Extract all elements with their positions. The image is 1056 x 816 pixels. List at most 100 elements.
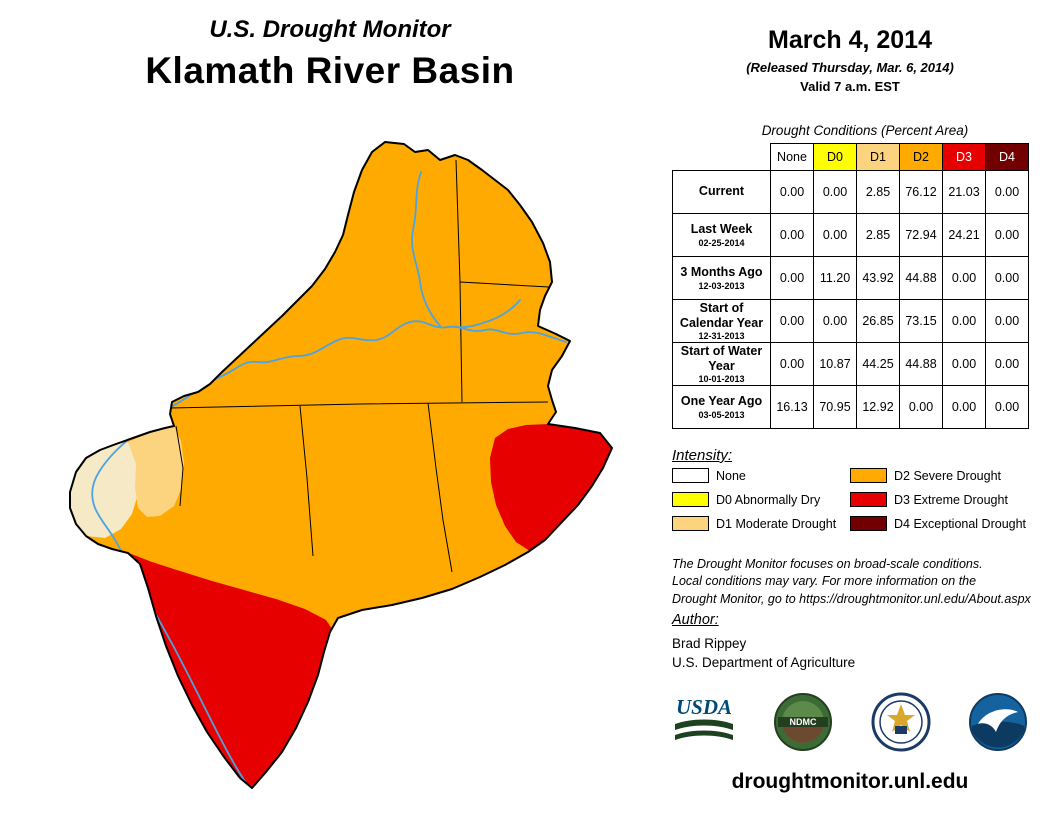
value-cell: 0.00 — [899, 385, 943, 429]
map-date: March 4, 2014 — [768, 26, 932, 54]
value-cell: 0.00 — [942, 256, 986, 300]
valid-time: Valid 7 a.m. EST — [800, 79, 900, 94]
value-cell: 12.92 — [856, 385, 900, 429]
d3-swatch — [850, 492, 887, 507]
noaa-logo — [968, 693, 1027, 751]
legend-item-d4: D4 Exceptional Drought — [850, 516, 1026, 531]
row-label: One Year Ago 03-05-2013 — [672, 385, 771, 429]
value-cell: 0.00 — [985, 299, 1029, 343]
legend-item-d1: D1 Moderate Drought — [672, 516, 840, 531]
title-block: U.S. Drought Monitor Klamath River Basin — [80, 16, 580, 92]
svg-text:USDA: USDA — [676, 695, 732, 719]
county-line-ne-horizontal — [459, 281, 550, 288]
table-corner — [673, 144, 771, 171]
commerce-seal-logo — [871, 692, 931, 752]
value-cell: 21.03 — [942, 170, 986, 214]
value-cell: 0.00 — [985, 256, 1029, 300]
release-date: (Released Thursday, Mar. 6, 2014) — [746, 60, 954, 75]
value-cell: 44.88 — [899, 342, 943, 386]
d3-extreme-drought-region-east — [490, 424, 612, 551]
value-cell: 70.95 — [813, 385, 857, 429]
col-header-d2: D2 — [899, 143, 943, 171]
region-title: Klamath River Basin — [145, 50, 515, 91]
value-cell: 43.92 — [856, 256, 900, 300]
value-cell: 0.00 — [813, 299, 857, 343]
value-cell: 0.00 — [985, 213, 1029, 257]
value-cell: 0.00 — [985, 342, 1029, 386]
value-cell: 0.00 — [770, 299, 814, 343]
disclaimer-text: The Drought Monitor focuses on broad-sca… — [672, 556, 1042, 608]
disclaimer-line: The Drought Monitor focuses on broad-sca… — [672, 557, 983, 571]
table-row-start-water-year: Start of Water Year 10-01-2013 0.00 10.87… — [672, 342, 1029, 386]
d1-moderate-drought-region — [128, 426, 184, 517]
intensity-legend: None D0 Abnormally Dry D1 Moderate Droug… — [672, 468, 1026, 531]
legend-item-d3: D3 Extreme Drought — [850, 492, 1026, 507]
value-cell: 11.20 — [813, 256, 857, 300]
intensity-heading: Intensity: — [672, 447, 733, 464]
author-heading: Author: — [672, 612, 719, 628]
d4-swatch — [850, 516, 887, 531]
table-row-3-months-ago: 3 Months Ago 12-03-2013 0.00 11.20 43.92 … — [672, 256, 1029, 300]
legend-item-d0: D0 Abnormally Dry — [672, 492, 840, 507]
row-label: 3 Months Ago 12-03-2013 — [672, 256, 771, 300]
state-line — [169, 401, 549, 409]
d1-moderate-drought-region-light — [70, 442, 138, 538]
col-header-d0: D0 — [813, 143, 857, 171]
value-cell: 16.13 — [770, 385, 814, 429]
author-organization: U.S. Department of Agriculture — [672, 655, 856, 670]
usda-logo: USDA — [675, 695, 733, 740]
date-block: March 4, 2014 (Released Thursday, Mar. 6… — [688, 26, 1012, 94]
row-label: Last Week 02-25-2014 — [672, 213, 771, 257]
basin-outline — [69, 141, 613, 789]
author-name: Brad Rippey — [672, 636, 747, 651]
value-cell: 26.85 — [856, 299, 900, 343]
value-cell: 10.87 — [813, 342, 857, 386]
north-tributary — [411, 171, 441, 327]
col-header-d4: D4 — [985, 143, 1029, 171]
value-cell: 0.00 — [770, 256, 814, 300]
program-title: U.S. Drought Monitor — [209, 16, 451, 43]
value-cell: 0.00 — [985, 170, 1029, 214]
d0-swatch — [672, 492, 709, 507]
col-header-none: None — [770, 143, 814, 171]
county-line-mid-west — [299, 405, 314, 557]
value-cell: 0.00 — [813, 170, 857, 214]
disclaimer-line: Local conditions may vary. For more info… — [672, 574, 977, 589]
col-header-d3: D3 — [942, 143, 986, 171]
county-line-west-arm — [175, 425, 184, 507]
d3-extreme-drought-region-south — [100, 546, 334, 788]
value-cell: 24.21 — [942, 213, 986, 257]
value-cell: 44.25 — [856, 342, 900, 386]
col-header-d1: D1 — [856, 143, 900, 171]
value-cell: 0.00 — [813, 213, 857, 257]
drought-conditions-table: None D0 D1 D2 D3 D4 Current 0.00 0.00 2.… — [672, 143, 1029, 429]
table-row-start-calendar-year: Start of Calendar Year 12-31-2013 0.00 0.… — [672, 299, 1029, 343]
legend-item-none: None — [672, 468, 840, 483]
table-row-current: Current 0.00 0.00 2.85 76.12 21.03 0.00 — [672, 170, 1029, 214]
row-label: Start of Water Year 10-01-2013 — [672, 342, 771, 386]
value-cell: 76.12 — [899, 170, 943, 214]
county-boundary-lines — [169, 159, 550, 573]
value-cell: 44.88 — [899, 256, 943, 300]
value-cell: 0.00 — [770, 342, 814, 386]
legend-item-d2: D2 Severe Drought — [850, 468, 1026, 483]
d2-swatch — [850, 468, 887, 483]
value-cell: 2.85 — [856, 213, 900, 257]
value-cell: 73.15 — [899, 299, 943, 343]
value-cell: 0.00 — [770, 213, 814, 257]
value-cell: 0.00 — [942, 385, 986, 429]
northeast-tributary — [455, 299, 521, 329]
d1-swatch — [672, 516, 709, 531]
value-cell: 0.00 — [770, 170, 814, 214]
agency-logos: USDA NDMC — [672, 692, 1028, 752]
footer-url: droughtmonitor.unl.edu — [731, 770, 969, 793]
table-row-one-year-ago: One Year Ago 03-05-2013 16.13 70.95 12.92… — [672, 385, 1029, 429]
row-label: Start of Calendar Year 12-31-2013 — [672, 299, 771, 343]
value-cell: 0.00 — [942, 299, 986, 343]
value-cell: 2.85 — [856, 170, 900, 214]
svg-text:NDMC: NDMC — [790, 717, 817, 727]
none-swatch — [672, 468, 709, 483]
value-cell: 0.00 — [985, 385, 1029, 429]
table-header-row: None D0 D1 D2 D3 D4 — [673, 143, 1029, 171]
